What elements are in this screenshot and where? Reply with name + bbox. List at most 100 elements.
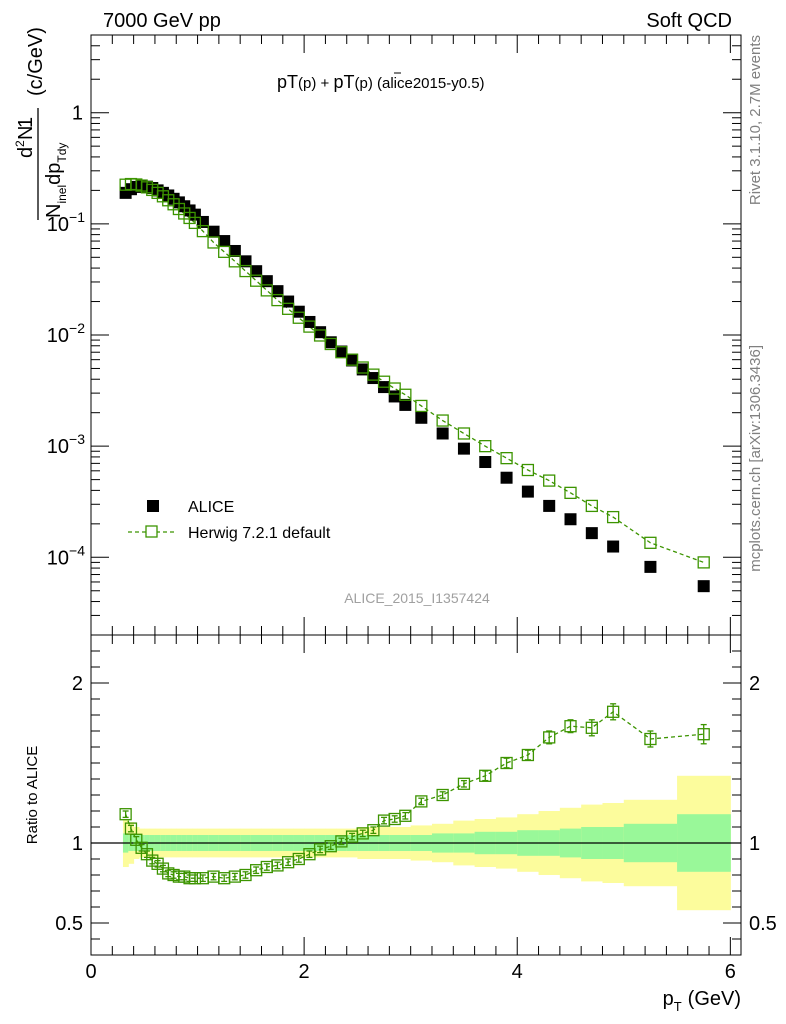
x-tick-label: 6 [725,961,736,983]
herwig-point [606,510,620,524]
main-y-tick-label: 1 [72,103,83,125]
svg-text:1: 1 [15,117,37,128]
herwig-point [218,245,231,258]
main-y-tick-label: 10−1 [47,209,85,236]
ratio-point [585,721,598,734]
ratio-point [644,732,657,746]
herwig-point [207,236,220,249]
alice-point [457,442,470,455]
beam-label: 7000 GeV pp [103,10,221,32]
x-tick-label: 4 [512,961,523,983]
ratio-point [367,824,380,837]
alice-point [367,372,380,385]
herwig-point [377,375,391,388]
ratio-y-axis-ticks: 0.5 0.5 1 1 2 2 [55,650,777,940]
herwig-point [543,474,556,487]
ratio-y-tick-label: 0.5 [55,913,83,935]
ratio-y-tick-label-right: 1 [749,833,760,855]
herwig-point [228,255,242,268]
x-axis-label: pT (GeV) [663,988,741,1014]
herwig-point [697,556,710,569]
ratio-y-axis-label: Ratio to ALICE [24,746,41,844]
ratio-point [479,769,492,782]
ratio-y-tick-label-right: 2 [749,673,760,695]
rivet-version-label: Rivet 3.1.10, 2.7M events [747,35,764,205]
ratio-point [415,795,428,808]
alice-point [415,411,428,424]
legend-herwig-label: Herwig 7.2.1 default [188,525,331,542]
ratio-y-tick-label-right: 0.5 [749,913,777,935]
ratio-y-tick-label: 2 [72,673,83,695]
herwig-point [644,536,657,549]
ratio-point [606,705,620,718]
alice-point [335,345,348,358]
herwig-point [457,427,471,440]
ratio-point [457,777,471,790]
alice-point [303,315,316,328]
herwig-point [564,486,577,500]
herwig-point [415,399,428,413]
herwig-point [585,499,598,513]
legend: ALICE Herwig 7.2.1 default [128,499,331,542]
svg-text:N: N [15,126,37,140]
herwig-point [260,284,273,297]
herwig-point [271,293,284,307]
herwig-point [313,329,327,342]
svg-text:NineldpTdy: NineldpTdy [43,143,69,218]
ratio-point [543,731,556,744]
ratio-point [500,756,513,770]
alice-point [644,560,657,573]
alice-point [697,580,710,593]
ratio-x-axis-ticks: 0 2 4 6 [85,635,736,983]
legend-alice-marker [147,500,159,512]
alice-point [282,295,295,308]
process-label: Soft QCD [646,10,732,32]
ratio-point [564,720,577,733]
legend-alice-label: ALICE [188,499,234,516]
ratio-point [119,808,132,821]
main-plot-frame [90,34,742,636]
x-tick-label: 0 [85,961,96,983]
ratio-point [399,809,412,822]
alice-point [218,235,231,248]
alice-point [314,326,327,339]
mcplots-label: mcplots.cern.ch [arXiv:1306.3436] [747,345,764,572]
alice-point [207,225,220,238]
alice-point [585,527,598,540]
herwig-point [324,337,337,351]
legend-herwig-marker [145,525,158,538]
ratio-plot-frame [90,634,742,956]
ratio-series-markers [119,703,710,885]
alice-point [479,456,492,469]
alice-point [436,427,449,440]
herwig-point [356,361,369,374]
alice-point [543,499,556,512]
main-y-tick-label: 10−3 [47,431,85,458]
alice-point [324,336,337,349]
analysis-watermark: ALICE_2015_I1357424 [344,590,490,606]
alice-point [239,255,252,268]
svg-text:2: 2 [13,140,27,147]
x-tick-label: 2 [299,961,310,983]
herwig-point [345,353,359,366]
alice-point [250,265,263,278]
ratio-y-tick-label: 1 [72,833,83,855]
herwig-point [239,264,252,278]
herwig-point [281,302,295,315]
main-x-axis-ticks [90,35,731,635]
main-y-tick-label: 10−4 [47,542,85,569]
main-plot-title: pT(p) + pT(p) (alice2015-y0.5) [277,72,485,92]
herwig-point [292,311,305,324]
herwig-point [250,274,263,287]
ratio-point [436,788,449,802]
svg-text:(c/GeV): (c/GeV) [25,27,47,96]
main-y-axis-ticks: 1 10−1 10−2 10−3 10−4 [47,34,741,636]
alice-point [346,354,359,367]
herwig-point [436,414,449,427]
ratio-point [697,728,710,741]
herwig-point [188,216,202,230]
svg-text:d: d [15,147,37,158]
alice-point [399,398,412,411]
ratio-point [521,748,535,762]
